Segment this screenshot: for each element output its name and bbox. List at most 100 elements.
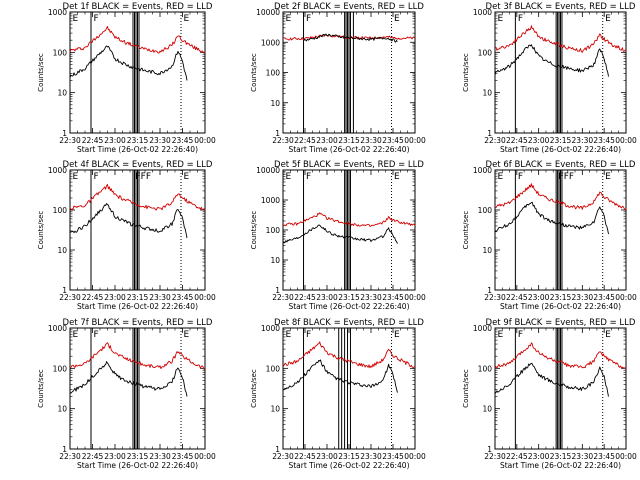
- plot-frame: [282, 327, 416, 450]
- x-tick-label: 23:15: [338, 136, 360, 145]
- x-tick-label: 23:45: [382, 136, 404, 145]
- y-axis-label: Counts/sec: [462, 211, 470, 250]
- x-tick-label: 23:00: [316, 452, 338, 461]
- y-tick-label: 100: [53, 48, 68, 57]
- chart-title: Det 9f BLACK = Events, RED = LLD: [486, 318, 636, 328]
- y-tick-label: 100: [53, 364, 68, 373]
- series-line-lld: [494, 342, 627, 369]
- flag-label: F: [306, 172, 311, 182]
- chart-title: Det 7f BLACK = Events, RED = LLD: [63, 318, 213, 328]
- x-tick-label: 23:15: [550, 452, 572, 461]
- flag-label: E: [73, 14, 79, 24]
- y-tick-label: 1000: [473, 8, 492, 17]
- y-tick-label: 1000: [261, 324, 280, 333]
- x-tick-label: 23:30: [360, 452, 382, 461]
- y-axis-label: Counts/sec: [250, 53, 258, 92]
- series-line-events: [69, 203, 188, 239]
- series-line-events: [69, 361, 188, 397]
- x-tick-label: 23:15: [127, 452, 149, 461]
- x-tick-label: 23:45: [172, 293, 194, 302]
- y-tick-label: 100: [53, 206, 68, 215]
- x-tick-label: 23:00: [104, 136, 126, 145]
- flag-label: E: [285, 14, 291, 24]
- x-tick-label: 23:45: [593, 452, 615, 461]
- x-tick-label: 22:45: [506, 136, 528, 145]
- chart-panel-8: Det 8f BLACK = Events, RED = LLD 1 10 100 10…: [250, 318, 426, 470]
- y-tick-label: 100: [266, 226, 281, 235]
- x-tick-label: 23:15: [550, 293, 572, 302]
- chart-panel-4: Det 4f BLACK = Events, RED = LLD 1 10 100 10…: [37, 160, 216, 311]
- y-axis-label: Counts/sec: [37, 369, 45, 408]
- flag-label: E: [184, 172, 190, 182]
- x-tick-label: 23:30: [572, 452, 594, 461]
- series-line-lld: [494, 183, 627, 211]
- x-tick-label: 23:00: [316, 136, 338, 145]
- y-tick-label: 100: [478, 48, 493, 57]
- x-tick-label: 23:45: [172, 136, 194, 145]
- x-tick-label: 23:30: [572, 136, 594, 145]
- flag-label: E: [285, 330, 291, 340]
- flag-label: E: [184, 330, 190, 340]
- y-tick-label: 1: [275, 129, 280, 138]
- flag-label: E: [605, 172, 611, 182]
- x-tick-label: 22:30: [484, 452, 506, 461]
- x-tick-label: 23:30: [149, 452, 171, 461]
- series-line-events: [282, 224, 398, 244]
- x-tick-label: 22:45: [294, 452, 316, 461]
- flag-label: F: [306, 14, 311, 24]
- y-tick-label: 10: [57, 246, 67, 255]
- x-axis-label: Start Time (26-Oct-02 22:26:40): [500, 461, 621, 470]
- chart-title: Det 6f BLACK = Events, RED = LLD: [486, 160, 636, 170]
- x-tick-label: 23:00: [528, 136, 550, 145]
- flag-label: F: [518, 330, 523, 340]
- flag-label: FFF: [136, 172, 152, 182]
- y-tick-label: 10000: [256, 166, 280, 175]
- y-tick-label: 10: [270, 405, 280, 414]
- x-tick-label: 00:00: [194, 136, 216, 145]
- y-tick-label: 1000: [48, 166, 67, 175]
- y-tick-label: 1: [62, 129, 67, 138]
- y-tick-label: 1: [487, 286, 492, 295]
- flag-label: E: [184, 14, 190, 24]
- x-tick-label: 22:30: [59, 136, 81, 145]
- x-axis-label: Start Time (26-Oct-02 22:26:40): [77, 145, 198, 154]
- y-tick-label: 10: [482, 246, 492, 255]
- series-line-lld: [282, 34, 416, 41]
- x-tick-label: 22:30: [59, 293, 81, 302]
- series-line-lld: [69, 26, 206, 54]
- flag-label: F: [94, 14, 99, 24]
- x-axis-label: Start Time (26-Oct-02 22:26:40): [77, 302, 198, 311]
- chart-panel-9: Det 9f BLACK = Events, RED = LLD 1 10 100 10…: [462, 318, 637, 470]
- y-tick-label: 1000: [261, 38, 280, 47]
- y-tick-label: 10: [270, 256, 280, 265]
- x-tick-label: 22:30: [59, 452, 81, 461]
- flag-label: E: [73, 330, 79, 340]
- y-tick-label: 1: [62, 286, 67, 295]
- chart-title: Det 1f BLACK = Events, RED = LLD: [63, 2, 213, 12]
- series-line-events: [69, 45, 188, 81]
- x-tick-label: 23:45: [172, 452, 194, 461]
- x-tick-label: 22:45: [506, 452, 528, 461]
- y-tick-label: 1000: [48, 8, 67, 17]
- flag-label: F: [518, 172, 523, 182]
- chart-panel-5: Det 5f BLACK = Events, RED = LLD 1 10 100 10…: [250, 160, 426, 311]
- x-tick-label: 23:00: [528, 293, 550, 302]
- y-tick-label: 1000: [48, 324, 67, 333]
- x-tick-label: 23:45: [382, 452, 404, 461]
- y-tick-label: 10: [482, 405, 492, 414]
- y-axis-label: Counts/sec: [462, 53, 470, 92]
- chart-title: Det 2f BLACK = Events, RED = LLD: [274, 2, 424, 12]
- x-axis-label: Start Time (26-Oct-02 22:26:40): [500, 145, 621, 154]
- flag-label: E: [497, 330, 503, 340]
- x-tick-label: 00:00: [404, 452, 426, 461]
- y-tick-label: 1: [487, 445, 492, 454]
- x-tick-label: 23:30: [572, 293, 594, 302]
- x-tick-label: 23:45: [593, 293, 615, 302]
- x-tick-label: 23:45: [382, 293, 404, 302]
- y-tick-label: 1000: [473, 324, 492, 333]
- y-tick-label: 100: [478, 364, 493, 373]
- chart-title: Det 8f BLACK = Events, RED = LLD: [274, 318, 424, 328]
- flag-label: E: [394, 330, 400, 340]
- y-tick-label: 100: [478, 206, 493, 215]
- x-tick-label: 00:00: [404, 293, 426, 302]
